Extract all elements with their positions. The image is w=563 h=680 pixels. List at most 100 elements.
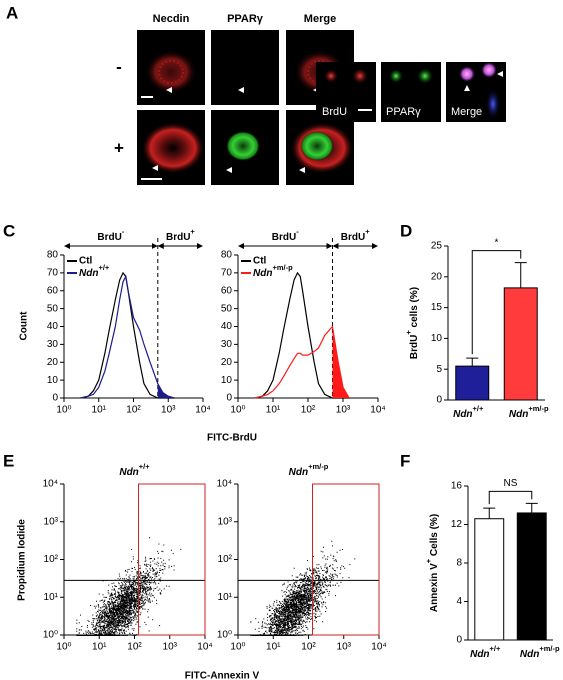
x-tick-label: 10¹ xyxy=(92,405,107,416)
y-tick-label: 20 xyxy=(47,357,59,368)
y-tick-label: 15 xyxy=(431,302,443,313)
x-axis-label: FITC-BrdU xyxy=(207,433,257,444)
y-tick-label: 30 xyxy=(47,339,59,350)
histogram-line xyxy=(254,325,350,399)
y-tick-label: 20 xyxy=(221,357,233,368)
column-header: Necdin xyxy=(153,13,190,25)
y-tick-label: 25 xyxy=(431,241,443,252)
column-header: PPARγ xyxy=(227,13,264,25)
x-tick-label: 10⁰ xyxy=(56,405,71,416)
y-tick-label: 10 xyxy=(431,333,443,344)
x-tick-label: 10¹ xyxy=(266,642,281,653)
y-axis-label: Annexin V+ Cells (%) xyxy=(424,514,439,612)
y-tick-label: 0 xyxy=(52,393,58,404)
y-tick-label: 4 xyxy=(456,596,462,607)
legend-label: Ndn+/+ xyxy=(79,263,110,278)
y-tick-label: 10⁴ xyxy=(217,479,232,490)
x-tick-label: 10² xyxy=(126,405,141,416)
x-tick-label: 10⁴ xyxy=(370,405,385,416)
panel-label: A xyxy=(6,3,18,22)
y-tick-label: 10⁰ xyxy=(217,630,232,641)
gate-label-bg xyxy=(164,230,197,243)
row-label: + xyxy=(114,138,124,157)
x-tick-label: 10³ xyxy=(161,405,176,416)
x-tick-label: 10⁴ xyxy=(195,405,210,416)
y-tick-label: 10⁴ xyxy=(43,479,58,490)
error-bar xyxy=(514,262,527,288)
x-tick-label: 10² xyxy=(301,642,316,653)
histogram-line xyxy=(80,274,175,399)
quadrant-gate xyxy=(312,483,380,636)
significance-label: * xyxy=(495,237,499,248)
gated-area xyxy=(157,383,175,398)
x-tick-label: 10¹ xyxy=(266,405,281,416)
panel-label: F xyxy=(400,451,410,470)
column-header: Merge xyxy=(304,13,336,25)
gate-label: BrdU- xyxy=(272,227,299,242)
legend-label: Ndn+m/-p xyxy=(253,263,293,278)
y-axis-label: Count xyxy=(19,311,30,341)
event-cloud xyxy=(76,537,182,636)
y-tick-label: 70 xyxy=(47,268,59,279)
x-tick-label: 10⁰ xyxy=(230,405,245,416)
y-tick-label: 10² xyxy=(218,554,233,565)
y-tick-label: 8 xyxy=(456,558,462,569)
y-tick-label: 80 xyxy=(47,250,59,261)
y-tick-label: 20 xyxy=(431,271,443,282)
row-label: - xyxy=(116,57,122,76)
x-tick-label: 10² xyxy=(301,405,316,416)
micrographs-b xyxy=(316,62,506,122)
panel-label: C xyxy=(3,221,15,240)
bar xyxy=(516,512,547,641)
image-label: BrdU xyxy=(322,106,347,118)
error-bar xyxy=(525,502,538,513)
y-tick-label: 5 xyxy=(436,364,442,375)
y-tick-label: 70 xyxy=(221,268,233,279)
error-bar xyxy=(483,507,496,519)
y-axis-label: BrdU+ cells (%) xyxy=(404,287,419,359)
y-tick-label: 16 xyxy=(451,481,463,492)
y-tick-label: 60 xyxy=(47,285,59,296)
y-tick-label: 10 xyxy=(47,375,59,386)
gate-label: BrdU+ xyxy=(341,227,370,242)
y-tick-label: 40 xyxy=(47,321,59,332)
x-tick-label: 10³ xyxy=(336,405,351,416)
significance-bracket xyxy=(488,490,533,505)
gate-label: BrdU- xyxy=(97,227,124,242)
x-tick-label: 10¹ xyxy=(92,642,107,653)
plot-title: Ndn+/+ xyxy=(119,462,150,477)
y-tick-label: 0 xyxy=(436,395,442,406)
y-tick-label: 10³ xyxy=(44,516,59,527)
y-tick-label: 10² xyxy=(44,554,59,565)
x-tick-label: Ndn+/+ xyxy=(453,404,484,419)
significance-bracket xyxy=(471,250,522,355)
gate-label-bg xyxy=(94,230,127,243)
x-tick-label: Ndn+/+ xyxy=(470,644,501,659)
y-tick-label: 50 xyxy=(47,303,59,314)
x-tick-label: Ndn+m/-p xyxy=(520,644,560,659)
legend-label: Ctl xyxy=(253,256,267,267)
y-tick-label: 60 xyxy=(221,285,233,296)
histogram-line xyxy=(80,271,175,399)
y-tick-label: 30 xyxy=(221,339,233,350)
x-tick-label: 10⁰ xyxy=(230,642,245,653)
y-tick-label: 10¹ xyxy=(44,592,59,603)
x-axis-label: FITC-Annexin V xyxy=(185,671,260,680)
x-tick-label: 10² xyxy=(127,642,142,653)
x-tick-label: 10⁴ xyxy=(197,642,212,653)
y-tick-label: 0 xyxy=(456,635,462,646)
significance-label: NS xyxy=(504,478,518,489)
image-label: PPARγ xyxy=(386,106,421,118)
gated-area xyxy=(332,326,350,398)
x-tick-label: Ndn+m/-p xyxy=(509,404,549,419)
quadrant-gate xyxy=(138,483,206,636)
bar xyxy=(474,518,505,641)
error-bar xyxy=(466,357,479,367)
bar xyxy=(503,287,538,401)
gate-label: BrdU+ xyxy=(166,227,195,242)
y-tick-label: 10³ xyxy=(218,516,233,527)
plot-title: Ndn+m/-p xyxy=(289,462,329,477)
image-label: Merge xyxy=(451,106,482,118)
panel-label: B xyxy=(300,37,312,56)
